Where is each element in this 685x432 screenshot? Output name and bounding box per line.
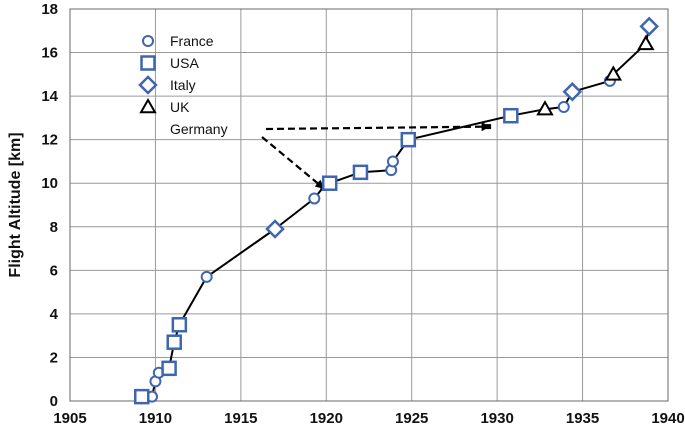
legend-marker-usa <box>140 55 156 71</box>
annotation-arrows <box>261 122 492 191</box>
legend-marker-uk <box>139 97 157 114</box>
y-axis-title: Flight Altitude [km] <box>7 132 24 277</box>
x-tick-label-1930: 1930 <box>480 410 513 427</box>
point-italy-2 <box>639 16 659 37</box>
point-usa-7 <box>503 107 519 124</box>
point-france-6 <box>386 155 399 168</box>
point-italy-0 <box>265 219 285 239</box>
point-uk-0 <box>536 100 554 116</box>
x-tick-label-1935: 1935 <box>566 410 599 427</box>
germany-arrow-1 <box>265 122 491 132</box>
gridlines <box>69 8 669 402</box>
point-uk-1 <box>604 65 623 81</box>
point-usa-5 <box>352 164 369 181</box>
plot-frame <box>69 8 669 402</box>
data-points <box>134 16 659 405</box>
point-france-3 <box>200 270 213 283</box>
y-tick-label-18: 18 <box>41 1 58 18</box>
legend-entry-italy: Italy <box>170 77 196 93</box>
legend-marker-france <box>142 35 154 47</box>
y-tick-label-4: 4 <box>50 306 59 323</box>
y-tick-label-6: 6 <box>50 262 58 279</box>
x-tick-label-1905: 1905 <box>53 410 86 427</box>
point-usa-1 <box>161 360 177 377</box>
legend-entry-germany: Germany <box>170 121 228 137</box>
point-france-7 <box>557 101 570 113</box>
point-usa-3 <box>171 317 188 333</box>
point-usa-0 <box>134 388 150 405</box>
germany-arrow-0 <box>261 136 325 189</box>
point-uk-2 <box>637 34 655 51</box>
point-france-4 <box>308 192 321 205</box>
point-usa-4 <box>321 175 338 191</box>
germany-point-1 <box>486 124 492 130</box>
legend-entry-uk: UK <box>170 99 190 115</box>
legend-entry-usa: USA <box>170 55 199 71</box>
x-tick-label-1915: 1915 <box>224 410 257 427</box>
point-usa-2 <box>166 334 182 350</box>
y-tick-labels: 0 2 4 6 8 10 12 14 16 18 <box>41 1 58 410</box>
y-tick-label-0: 0 <box>50 393 58 410</box>
x-tick-labels: 1905 1910 1915 1920 1925 1930 1935 1940 <box>53 410 684 427</box>
y-tick-label-12: 12 <box>41 132 58 149</box>
x-tick-label-1940: 1940 <box>651 410 684 427</box>
trend-line <box>141 26 651 398</box>
y-tick-label-14: 14 <box>41 88 58 105</box>
y-tick-label-8: 8 <box>50 219 58 236</box>
legend-entry-france: France <box>170 33 214 49</box>
legend-marker-italy <box>138 75 158 95</box>
x-tick-label-1910: 1910 <box>139 410 172 427</box>
y-tick-label-16: 16 <box>41 45 58 62</box>
x-tick-label-1920: 1920 <box>310 410 343 427</box>
legend: France USA Italy UK Germany <box>138 33 228 137</box>
y-tick-label-2: 2 <box>50 349 58 366</box>
trend-line-layer <box>141 26 651 398</box>
point-italy-1 <box>562 81 583 102</box>
x-tick-label-1925: 1925 <box>395 410 428 427</box>
point-usa-6 <box>400 131 417 148</box>
y-tick-label-10: 10 <box>41 175 58 192</box>
